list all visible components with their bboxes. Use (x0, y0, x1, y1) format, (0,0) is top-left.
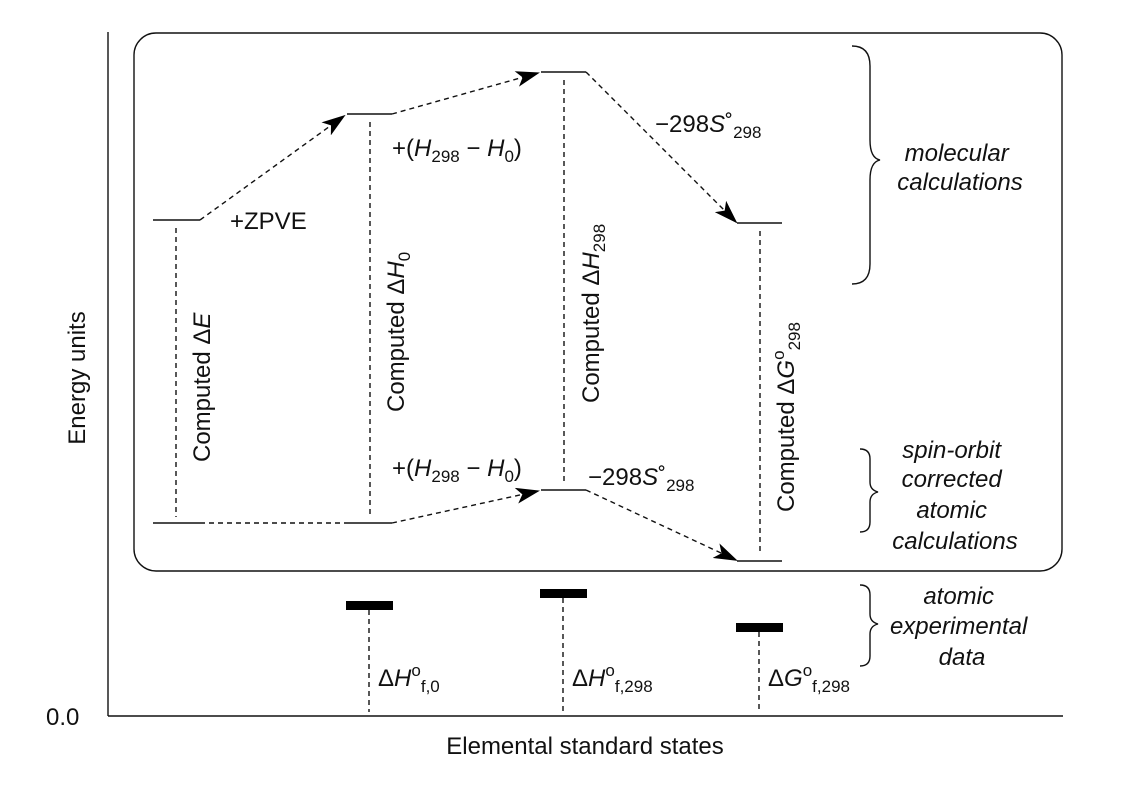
label-computed-dh0: Computed ΔH0 (383, 252, 414, 412)
label-exp-dhf298: ΔHof,298 (572, 661, 653, 696)
brace-atomic-calc (859, 448, 879, 533)
label-computed-dg298: Computed ΔGo298 (769, 322, 804, 512)
computed-region-box (133, 32, 1063, 572)
brace-molecular (851, 45, 881, 285)
group-atomic-experimental: atomic experimental data (890, 583, 1034, 671)
brace-atomic-exp (859, 584, 879, 667)
arrow-enthalpy-atomic (391, 487, 540, 524)
arrow-entropy-molecular (585, 71, 738, 224)
label-enthalpy-molecular: +(H298 − H0) (392, 135, 522, 166)
origin-label: 0.0 (46, 704, 79, 731)
arrow-entropy-atomic (585, 489, 738, 561)
group-atomic-calculations: spin-orbit corrected atomic calculations (892, 437, 1017, 555)
bar-exp-dhf0 (346, 601, 393, 610)
label-exp-dgf298: ΔGof,298 (768, 661, 850, 696)
label-entropy-atomic: −298S˚298 (588, 464, 694, 495)
label-computed-de: Computed ΔE (189, 312, 216, 462)
label-zpve: +ZPVE (230, 208, 307, 235)
arrow-zpve (199, 114, 346, 221)
label-entropy-molecular: −298S˚298 (655, 111, 761, 142)
group-molecular: molecular calculations (897, 140, 1022, 196)
bar-exp-dhf298 (540, 589, 587, 598)
y-axis-label: Energy units (64, 311, 91, 444)
label-computed-dh298: Computed ΔH298 (578, 224, 609, 403)
bar-exp-dgf298 (736, 623, 783, 632)
label-enthalpy-atomic: +(H298 − H0) (392, 455, 522, 486)
label-exp-dhf0: ΔHof,0 (378, 661, 440, 696)
arrow-enthalpy-molecular (391, 71, 540, 115)
x-axis-label: Elemental standard states (446, 733, 724, 760)
